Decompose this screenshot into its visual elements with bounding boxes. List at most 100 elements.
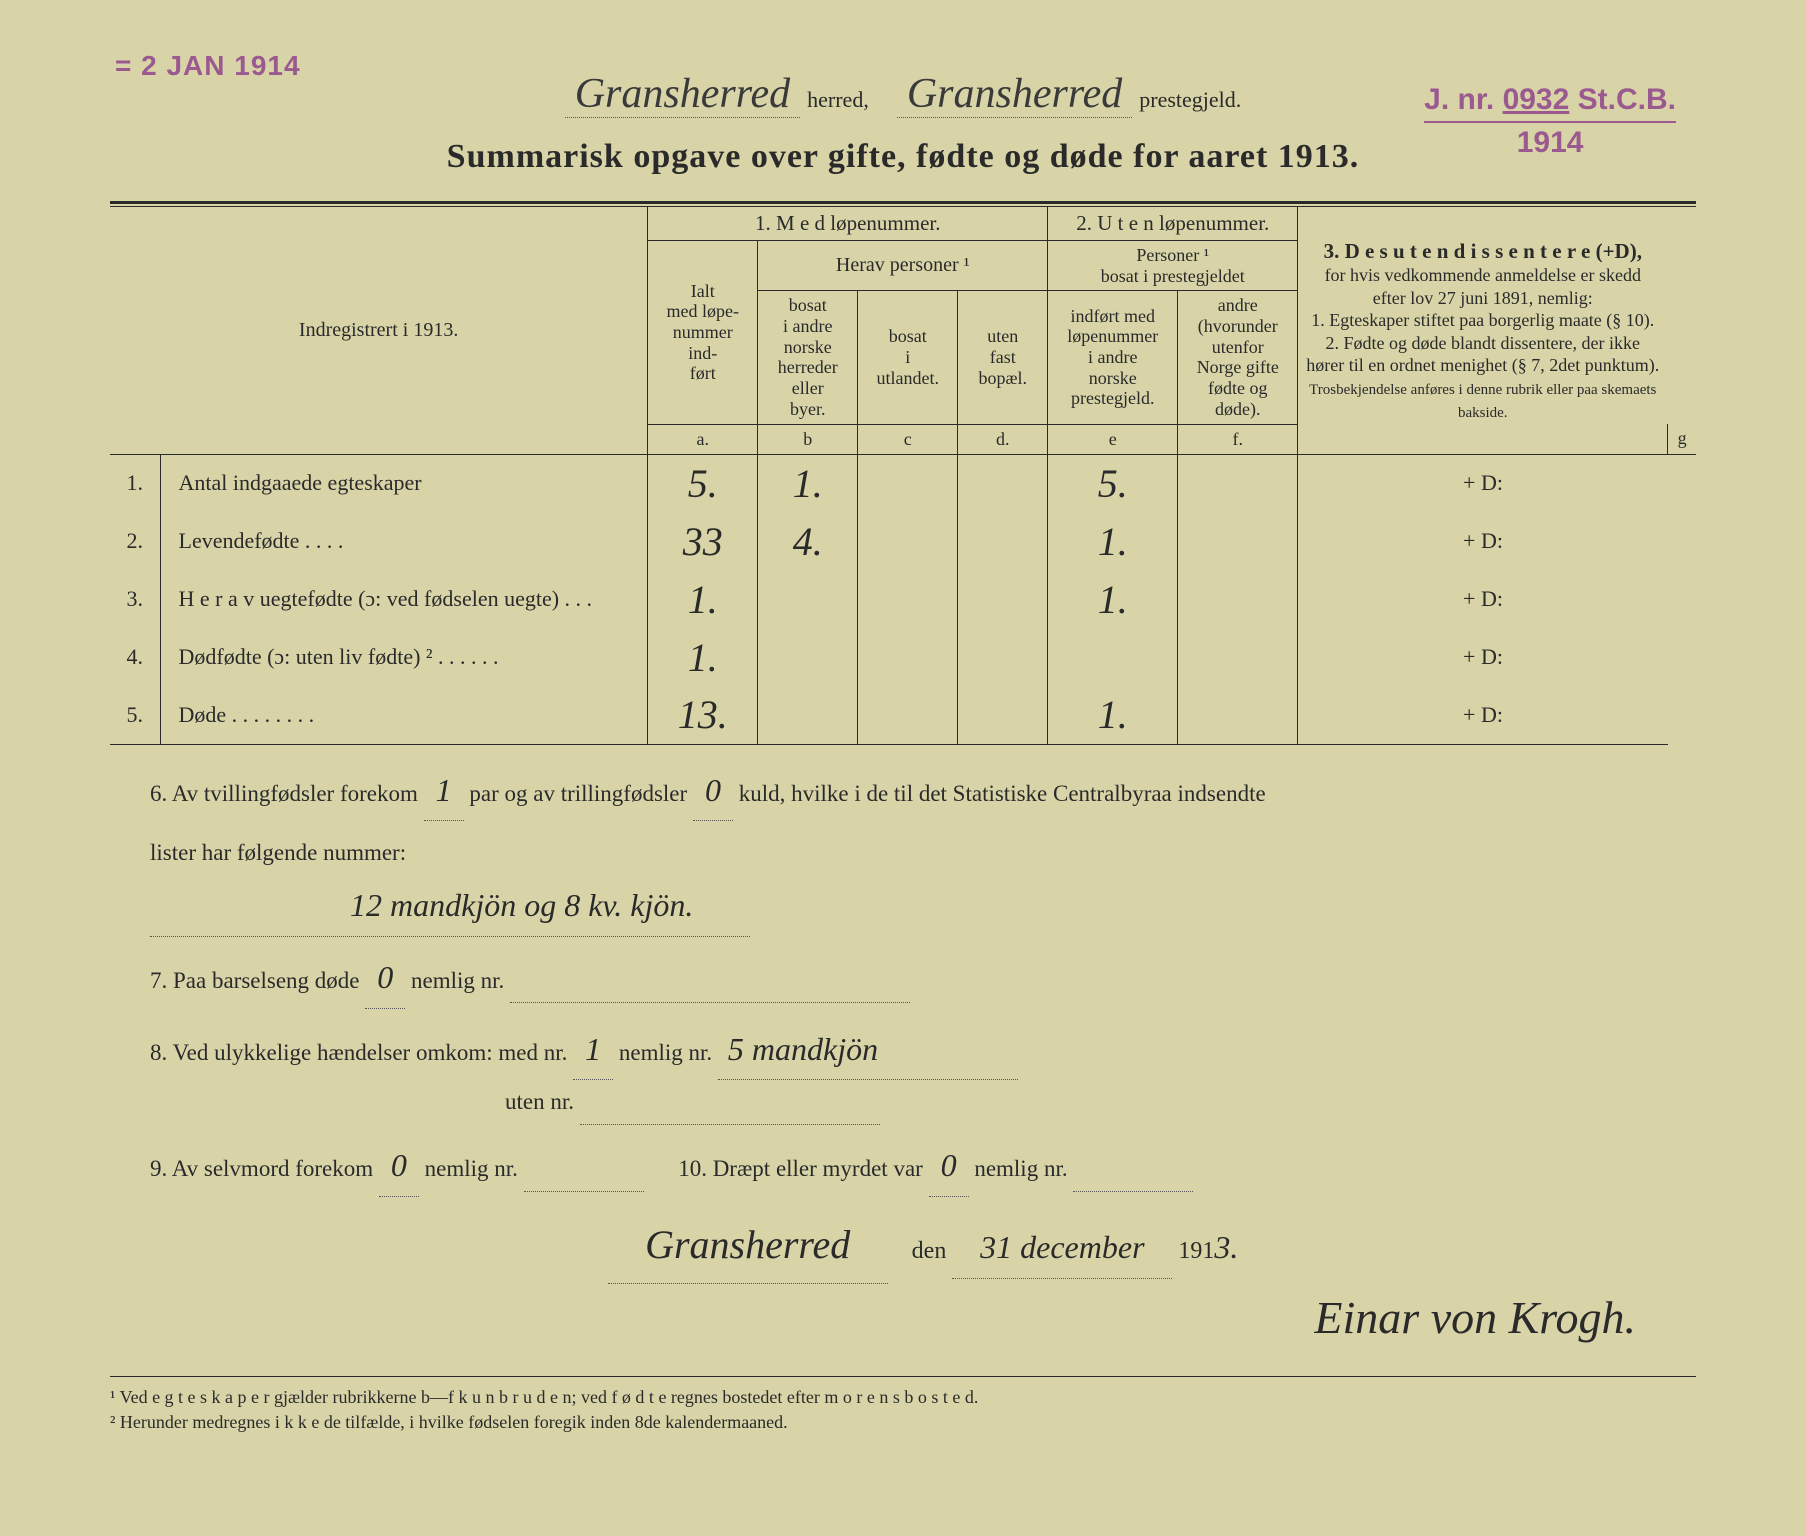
letter-b: b bbox=[758, 424, 858, 454]
jnr-prefix: J. nr. bbox=[1424, 83, 1494, 116]
cell-c bbox=[858, 686, 958, 744]
r10a: 10. Dræpt eller myrdet var bbox=[678, 1156, 923, 1181]
r6-twin: 1 bbox=[424, 760, 464, 822]
cell-f bbox=[1178, 628, 1298, 686]
r7a: 7. Paa barselseng døde bbox=[150, 968, 360, 993]
cell-g: + D: bbox=[1298, 686, 1668, 744]
row-7: 7. Paa barselseng døde 0 nemlig nr. bbox=[150, 947, 1696, 1009]
col-b-hdr: bosat i andre norske herreder eller byer… bbox=[758, 291, 858, 424]
cell-b: 4. bbox=[758, 512, 858, 570]
cell-g: + D: bbox=[1298, 454, 1668, 512]
table-row: 5. Døde . . . . . . . . 13. 1. + D: bbox=[110, 686, 1696, 744]
table-row: 3. H e r a v uegtefødte (ɔ: ved fødselen… bbox=[110, 570, 1696, 628]
herav-hdr: Herav personer ¹ bbox=[758, 241, 1048, 291]
col3-title: 3. D e s u t e n d i s s e n t e r e (+D… bbox=[1324, 239, 1642, 263]
cell-e bbox=[1048, 628, 1178, 686]
sign-date: 31 december bbox=[952, 1217, 1172, 1279]
r8-blank bbox=[580, 1080, 880, 1125]
cell-b: 1. bbox=[758, 454, 858, 512]
cell-g: + D: bbox=[1298, 570, 1668, 628]
row-8: 8. Ved ulykkelige hændelser omkom: med n… bbox=[150, 1019, 1696, 1125]
cell-d bbox=[958, 570, 1048, 628]
r6c: kuld, hvilke i de til det Statistiske Ce… bbox=[739, 781, 1266, 806]
cell-g: + D: bbox=[1298, 628, 1668, 686]
cell-d bbox=[958, 686, 1048, 744]
prestegjeld-label: prestegjeld. bbox=[1139, 87, 1241, 112]
cell-b bbox=[758, 628, 858, 686]
cell-e: 1. bbox=[1048, 570, 1178, 628]
cell-c bbox=[858, 570, 958, 628]
cell-f bbox=[1178, 454, 1298, 512]
cell-c bbox=[858, 454, 958, 512]
col2-title: 2. U t e n løpenummer. bbox=[1048, 207, 1298, 241]
stamp-date: = 2 JAN 1914 bbox=[115, 50, 301, 82]
cell-a: 33 bbox=[648, 512, 758, 570]
r8v1: 1 bbox=[573, 1019, 613, 1081]
table-row: 1. Antal indgaaede egteskaper 5. 1. 5. +… bbox=[110, 454, 1696, 512]
jnr-num: 0932 bbox=[1503, 83, 1570, 116]
table-row: 4. Dødfødte (ɔ: uten liv fødte) ² . . . … bbox=[110, 628, 1696, 686]
col-f-hdr: andre (hvorunder utenfor Norge gifte fød… bbox=[1178, 291, 1298, 424]
r10-blank bbox=[1073, 1147, 1193, 1192]
cell-a: 1. bbox=[648, 628, 758, 686]
left-header: Indregistrert i 1913. bbox=[110, 207, 648, 454]
row-label: Dødfødte (ɔ: uten liv fødte) ² . . . . .… bbox=[160, 628, 648, 686]
cell-f bbox=[1178, 686, 1298, 744]
cell-a: 5. bbox=[648, 454, 758, 512]
cell-e: 1. bbox=[1048, 512, 1178, 570]
sign-line: Gransherred den 31 december 1913. bbox=[150, 1207, 1696, 1284]
letter-d: d. bbox=[958, 424, 1048, 454]
col2-sub: Personer ¹ bosat i prestegjeldet bbox=[1048, 241, 1298, 291]
r9b: nemlig nr. bbox=[425, 1156, 518, 1181]
cell-f bbox=[1178, 570, 1298, 628]
row-9-10: 9. Av selvmord forekom 0 nemlig nr. 10. … bbox=[150, 1135, 1696, 1197]
cell-a: 1. bbox=[648, 570, 758, 628]
letter-f: f. bbox=[1178, 424, 1298, 454]
r10v: 0 bbox=[929, 1135, 969, 1197]
cell-d bbox=[958, 628, 1048, 686]
jnr-suffix: St.C.B. bbox=[1578, 83, 1676, 116]
row-num: 4. bbox=[110, 628, 160, 686]
col-d-hdr: uten fast bopæl. bbox=[958, 291, 1048, 424]
col-e-hdr: indført med løpenummer i andre norske pr… bbox=[1048, 291, 1178, 424]
cell-c bbox=[858, 512, 958, 570]
row-label: H e r a v uegtefødte (ɔ: ved fødselen ue… bbox=[160, 570, 648, 628]
letter-e: e bbox=[1048, 424, 1178, 454]
row-label: Døde . . . . . . . . bbox=[160, 686, 648, 744]
r6d: lister har følgende nummer: bbox=[150, 840, 406, 865]
year-suffix: 3. bbox=[1214, 1229, 1238, 1265]
r6-trip: 0 bbox=[693, 760, 733, 822]
r10b: nemlig nr. bbox=[974, 1156, 1067, 1181]
col3-small: Trosbekjendelse anføres i denne rubrik e… bbox=[1309, 382, 1656, 421]
r8v2: 5 mandkjön bbox=[718, 1019, 1018, 1081]
jnr-year: 1914 bbox=[1424, 123, 1676, 162]
r9v: 0 bbox=[379, 1135, 419, 1197]
r9-blank bbox=[524, 1147, 644, 1192]
main-table: Indregistrert i 1913. 1. M e d løpenumme… bbox=[110, 207, 1696, 745]
cell-c bbox=[858, 628, 958, 686]
herred-name: Gransherred bbox=[565, 71, 800, 118]
cell-a: 13. bbox=[648, 686, 758, 744]
r6-list: 12 mandkjön og 8 kv. kjön. bbox=[150, 875, 750, 937]
footnote-1: ¹ Ved e g t e s k a p e r gjælder rubrik… bbox=[110, 1385, 1696, 1410]
cell-g: + D: bbox=[1298, 512, 1668, 570]
row-label: Levendefødte . . . . bbox=[160, 512, 648, 570]
col-a-hdr: Ialt med løpe- nummer ind- ført bbox=[648, 241, 758, 425]
cell-b bbox=[758, 570, 858, 628]
row-num: 1. bbox=[110, 454, 160, 512]
footnotes: ¹ Ved e g t e s k a p e r gjælder rubrik… bbox=[110, 1376, 1696, 1435]
signature: Einar von Krogh. bbox=[150, 1274, 1696, 1361]
stamp-journal-number: J. nr. 0932 St.C.B. 1914 bbox=[1424, 80, 1676, 162]
row-num: 2. bbox=[110, 512, 160, 570]
r8b: nemlig nr. bbox=[619, 1040, 712, 1065]
sign-place: Gransherred bbox=[608, 1207, 888, 1284]
col1-title: 1. M e d løpenummer. bbox=[648, 207, 1048, 241]
cell-e: 5. bbox=[1048, 454, 1178, 512]
footnote-2: ² Herunder medregnes i k k e de tilfælde… bbox=[110, 1410, 1696, 1435]
r6b: par og av trillingfødsler bbox=[469, 781, 687, 806]
col3-block: 3. D e s u t e n d i s s e n t e r e (+D… bbox=[1298, 207, 1668, 454]
year-prefix: 191 bbox=[1178, 1238, 1214, 1264]
row-num: 3. bbox=[110, 570, 160, 628]
col-c-hdr: bosat i utlandet. bbox=[858, 291, 958, 424]
cell-b bbox=[758, 686, 858, 744]
